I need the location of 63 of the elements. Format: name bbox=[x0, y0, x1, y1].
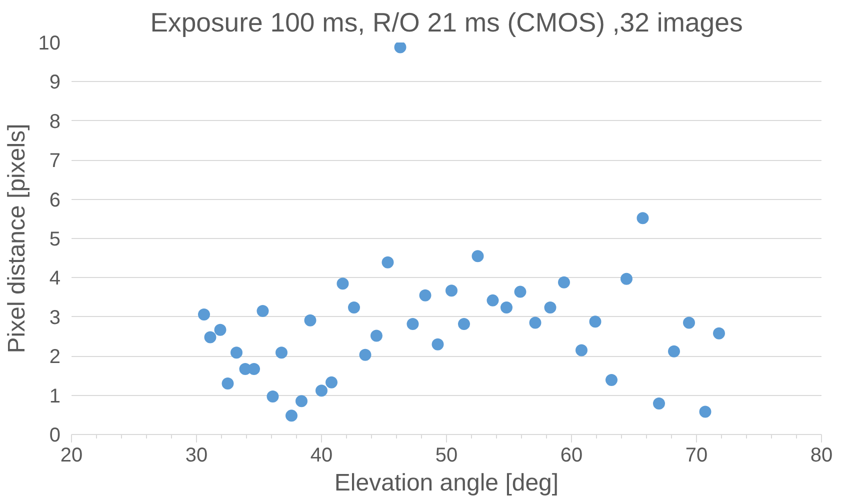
point bbox=[589, 316, 602, 328]
point bbox=[394, 42, 406, 54]
x-tick-label: 30 bbox=[185, 444, 208, 466]
x-tick-label: 80 bbox=[810, 444, 833, 466]
point bbox=[500, 302, 512, 314]
y-axis-title: Pixel distance [pixels] bbox=[3, 124, 30, 354]
point bbox=[529, 316, 542, 329]
point bbox=[348, 302, 360, 314]
point bbox=[713, 327, 725, 340]
point bbox=[544, 302, 556, 314]
point bbox=[653, 398, 665, 410]
point bbox=[636, 212, 649, 224]
x-tick-label: 70 bbox=[685, 444, 708, 466]
point bbox=[558, 276, 570, 288]
point bbox=[214, 324, 226, 336]
point bbox=[382, 256, 394, 268]
point bbox=[230, 346, 242, 359]
y-tick-label: 4 bbox=[49, 268, 60, 290]
x-tick-label: 50 bbox=[435, 444, 458, 466]
point bbox=[370, 330, 382, 342]
point bbox=[620, 272, 632, 285]
point bbox=[472, 250, 484, 262]
point bbox=[432, 338, 444, 350]
point bbox=[276, 346, 288, 359]
y-tick-label: 5 bbox=[49, 228, 60, 250]
y-tick-label: 10 bbox=[38, 32, 61, 54]
point bbox=[198, 308, 210, 321]
point bbox=[222, 378, 234, 390]
point bbox=[406, 318, 419, 330]
x-axis-title: Elevation angle [deg] bbox=[334, 470, 559, 496]
point bbox=[316, 384, 328, 397]
point bbox=[606, 374, 618, 386]
point bbox=[446, 284, 458, 297]
point bbox=[286, 410, 298, 422]
y-tick-label: 0 bbox=[49, 424, 60, 446]
y-tick-label: 9 bbox=[49, 72, 60, 94]
point bbox=[668, 345, 680, 358]
point bbox=[266, 390, 279, 402]
y-tick-label: 7 bbox=[49, 150, 60, 172]
point bbox=[699, 406, 712, 418]
point bbox=[458, 318, 470, 330]
point bbox=[256, 305, 269, 318]
point bbox=[204, 331, 216, 344]
point bbox=[304, 314, 316, 326]
point bbox=[359, 348, 372, 361]
y-tick-label: 6 bbox=[49, 189, 60, 212]
x-tick-label: 40 bbox=[310, 444, 333, 466]
point bbox=[326, 376, 338, 388]
y-tick-label: 1 bbox=[49, 385, 60, 408]
point bbox=[486, 294, 499, 306]
point bbox=[514, 286, 526, 298]
point bbox=[248, 363, 260, 376]
y-tick-label: 2 bbox=[49, 346, 60, 368]
point bbox=[419, 289, 432, 302]
y-tick-label: 3 bbox=[49, 306, 60, 329]
point bbox=[576, 344, 588, 356]
point bbox=[336, 278, 349, 290]
point bbox=[683, 316, 695, 329]
point bbox=[296, 395, 308, 408]
y-tick-label: 8 bbox=[49, 110, 60, 133]
x-tick-label: 60 bbox=[560, 444, 583, 466]
x-tick-label: 20 bbox=[60, 444, 83, 466]
chart-title: Exposure 100 ms, R/O 21 ms (CMOS) ,32 images bbox=[150, 8, 743, 38]
